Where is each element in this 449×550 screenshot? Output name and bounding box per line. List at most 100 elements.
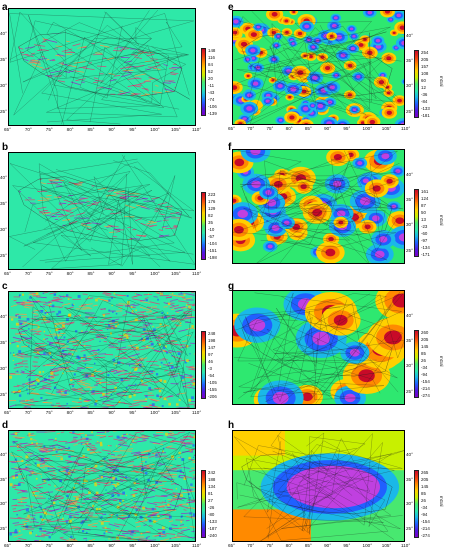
lon-tick: 95° (129, 410, 137, 415)
colorbar-tick: 145 (421, 484, 429, 489)
lat-tick: 40° (0, 452, 7, 458)
lon-tick: 80° (66, 410, 74, 415)
colorbar-tick: 145 (421, 344, 429, 349)
colorbar-tick: 147 (208, 345, 216, 350)
panel-label: f (228, 142, 232, 153)
colorbar-tick: 26 (421, 358, 426, 363)
lon-tick: 75° (45, 410, 53, 415)
panel-label: b (2, 142, 9, 153)
lon-tick: 70° (247, 543, 255, 548)
lat-tick: 40° (0, 31, 7, 37)
colorbar-tick: -106 (208, 104, 217, 109)
lon-tick: 105° (381, 126, 392, 131)
colorbar-tick: 108 (421, 71, 429, 76)
lat-tick: 40° (406, 312, 413, 318)
lat-tick: 40° (406, 452, 413, 458)
lon-tick: 100° (150, 543, 160, 548)
lon-tick: 85° (87, 271, 95, 276)
colorbar-tick: 223 (208, 192, 216, 197)
map-field (9, 292, 195, 408)
colorbar-tick: 97 (208, 352, 213, 357)
colorbar (201, 192, 206, 260)
colorbar-tick: -84 (421, 99, 428, 104)
colorbar-tick: -94 (421, 372, 428, 377)
colorbar-tick: 198 (208, 338, 216, 343)
lon-tick: 70° (24, 271, 32, 276)
lon-tick: 100° (150, 127, 160, 132)
colorbar-tick: 205 (421, 57, 429, 62)
lon-tick: 105° (171, 271, 181, 276)
lon-tick: 90° (108, 127, 116, 132)
lon-tick: 95° (129, 127, 137, 132)
colorbar-tick: -187 (208, 526, 217, 531)
colorbar-tick: 134 (208, 484, 216, 489)
lon-tick: 85° (304, 543, 312, 548)
lat-tick: 25° (406, 526, 413, 532)
colorbar-tick: 161 (421, 189, 429, 194)
lon-tick: 90° (108, 410, 116, 415)
lon-tick: 75° (45, 543, 53, 548)
colorbar-tick: 20 (208, 76, 213, 81)
lon-tick: 90° (108, 543, 116, 548)
lat-tick: 35° (406, 197, 413, 203)
colorbar (201, 331, 206, 399)
lon-tick: 95° (129, 271, 137, 276)
lat-tick: 35° (0, 340, 7, 346)
colorbar-tick: 85 (421, 491, 426, 496)
gravity-map (8, 291, 196, 409)
lon-tick: 90° (108, 271, 116, 276)
lon-tick: 70° (247, 126, 255, 131)
colorbar-tick: 248 (208, 331, 216, 336)
colorbar-tick: 26 (421, 498, 426, 503)
lat-tick: 40° (406, 32, 413, 38)
colorbar-unit: mGal (439, 215, 444, 226)
lon-tick: 80° (66, 543, 74, 548)
lon-tick: 100° (150, 410, 160, 415)
colorbar-tick: -94 (421, 512, 428, 517)
lat-tick: 30° (0, 83, 7, 89)
colorbar-tick: -214 (421, 526, 430, 531)
gravity-map (232, 430, 405, 542)
lat-tick: 30° (406, 83, 413, 89)
colorbar-tick: -80 (208, 512, 215, 517)
colorbar-tick: -154 (421, 379, 430, 384)
lat-tick: 35° (406, 476, 413, 482)
lon-tick: 70° (24, 543, 32, 548)
lon-tick: 100° (362, 126, 373, 131)
lon-tick: 110° (192, 271, 202, 276)
panel-label: e (228, 2, 234, 13)
colorbar-tick: -274 (421, 393, 430, 398)
colorbar-tick: -139 (208, 111, 217, 116)
colorbar-tick: -181 (421, 113, 430, 118)
colorbar-tick: 205 (421, 477, 429, 482)
colorbar-tick: 60 (421, 78, 426, 83)
lon-tick: 80° (66, 127, 74, 132)
colorbar-tick: -43 (208, 90, 215, 95)
lon-tick: 65° (4, 410, 11, 415)
gravity-map (8, 430, 196, 542)
lon-tick: 65° (4, 271, 11, 276)
colorbar-tick: 84 (208, 62, 213, 67)
lon-tick: 110° (192, 543, 202, 548)
lon-tick: 85° (87, 410, 95, 415)
lat-tick: 30° (406, 222, 413, 228)
colorbar-tick: -206 (208, 394, 217, 399)
colorbar-tick: 35 (208, 220, 213, 225)
colorbar-tick: 260 (421, 330, 429, 335)
colorbar-tick: -105 (208, 380, 217, 385)
lon-tick: 65° (228, 543, 235, 548)
colorbar-unit: mGal (439, 76, 444, 87)
lon-tick: 105° (171, 543, 181, 548)
lat-tick: 30° (0, 501, 7, 507)
lat-tick: 25° (0, 392, 7, 398)
colorbar-tick: -104 (208, 241, 217, 246)
colorbar-tick: -133 (208, 519, 217, 524)
colorbar-tick: -54 (208, 373, 215, 378)
lon-tick: 75° (45, 127, 53, 132)
lon-tick: 70° (24, 410, 32, 415)
colorbar-tick: 87 (421, 203, 426, 208)
lat-tick: 30° (0, 366, 7, 372)
colorbar-tick: 176 (208, 199, 216, 204)
lon-tick: 110° (401, 543, 411, 548)
